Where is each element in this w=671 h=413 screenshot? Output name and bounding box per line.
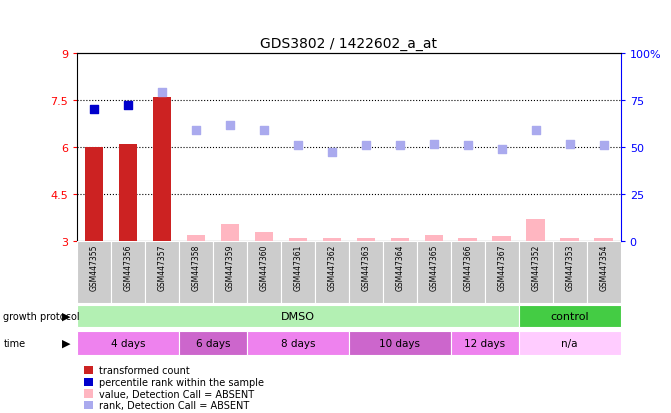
Text: percentile rank within the sample: percentile rank within the sample (99, 377, 264, 387)
Bar (595, 238, 613, 242)
Point (360, 143, 371, 150)
Bar (527, 220, 545, 242)
Text: GSM447363: GSM447363 (362, 244, 370, 290)
Text: GSM447359: GSM447359 (225, 244, 235, 290)
Text: GSM447353: GSM447353 (565, 244, 574, 290)
Bar (519, 332, 621, 355)
Bar (425, 235, 443, 242)
Text: GSM447356: GSM447356 (123, 244, 133, 290)
Point (462, 143, 473, 150)
Bar (77, 242, 111, 304)
Title: GDS3802 / 1422602_a_at: GDS3802 / 1422602_a_at (260, 37, 437, 51)
Text: transformed count: transformed count (99, 366, 190, 375)
Point (564, 141, 575, 148)
Bar (349, 242, 383, 304)
Text: 6 days: 6 days (196, 338, 230, 348)
Bar (485, 242, 519, 304)
Bar (153, 97, 171, 242)
Bar (519, 242, 553, 304)
Text: growth protocol: growth protocol (3, 311, 80, 321)
Text: 4 days: 4 days (111, 338, 146, 348)
Bar (451, 332, 519, 355)
Point (258, 127, 269, 134)
Text: GSM447360: GSM447360 (260, 244, 268, 290)
Text: GSM447362: GSM447362 (327, 244, 336, 290)
Point (293, 143, 303, 150)
Text: control: control (550, 311, 589, 321)
Text: value, Detection Call = ABSENT: value, Detection Call = ABSENT (99, 389, 254, 399)
Bar (247, 242, 281, 304)
Point (429, 141, 440, 148)
Bar (356, 238, 375, 242)
Point (191, 127, 201, 134)
Bar (85, 148, 103, 242)
Text: GSM447357: GSM447357 (158, 244, 166, 290)
Text: GSM447355: GSM447355 (90, 244, 99, 290)
Bar (323, 238, 342, 242)
Point (599, 143, 609, 150)
Bar (221, 224, 240, 242)
Text: GSM447354: GSM447354 (599, 244, 608, 290)
Point (327, 149, 338, 156)
Text: GSM447352: GSM447352 (531, 244, 540, 290)
Bar (417, 242, 451, 304)
Text: ▶: ▶ (62, 338, 70, 348)
Point (123, 102, 134, 109)
Point (497, 146, 507, 152)
Text: DMSO: DMSO (281, 311, 315, 321)
Text: ▶: ▶ (62, 311, 70, 321)
Text: time: time (3, 338, 25, 348)
Bar (111, 242, 145, 304)
Bar (383, 242, 417, 304)
Bar (119, 145, 138, 242)
Text: 12 days: 12 days (464, 338, 505, 348)
Text: rank, Detection Call = ABSENT: rank, Detection Call = ABSENT (99, 400, 250, 410)
Text: GSM447358: GSM447358 (191, 244, 201, 290)
Bar (145, 242, 179, 304)
Bar (179, 242, 213, 304)
Point (530, 127, 541, 134)
Bar (281, 242, 315, 304)
Text: 8 days: 8 days (280, 338, 315, 348)
Text: GSM447364: GSM447364 (395, 244, 405, 290)
Text: 10 days: 10 days (379, 338, 420, 348)
Text: GSM447361: GSM447361 (293, 244, 303, 290)
Bar (560, 238, 579, 242)
Bar (213, 242, 247, 304)
Bar (391, 238, 409, 242)
Bar (519, 306, 621, 327)
Bar (586, 242, 621, 304)
Bar (553, 242, 586, 304)
Text: GSM447366: GSM447366 (463, 244, 472, 290)
Bar (255, 232, 273, 242)
Point (395, 143, 405, 150)
Bar (315, 242, 349, 304)
Bar (493, 237, 511, 242)
Bar (289, 238, 307, 242)
Point (157, 90, 168, 96)
Text: GSM447367: GSM447367 (497, 244, 507, 290)
Bar (349, 332, 451, 355)
Text: n/a: n/a (562, 338, 578, 348)
Bar (247, 332, 349, 355)
Bar (187, 235, 205, 242)
Point (225, 122, 236, 129)
Bar (77, 306, 519, 327)
Bar (451, 242, 485, 304)
Bar (179, 332, 247, 355)
Bar (458, 238, 477, 242)
Bar (77, 332, 179, 355)
Point (89, 107, 99, 113)
Text: GSM447365: GSM447365 (429, 244, 438, 290)
